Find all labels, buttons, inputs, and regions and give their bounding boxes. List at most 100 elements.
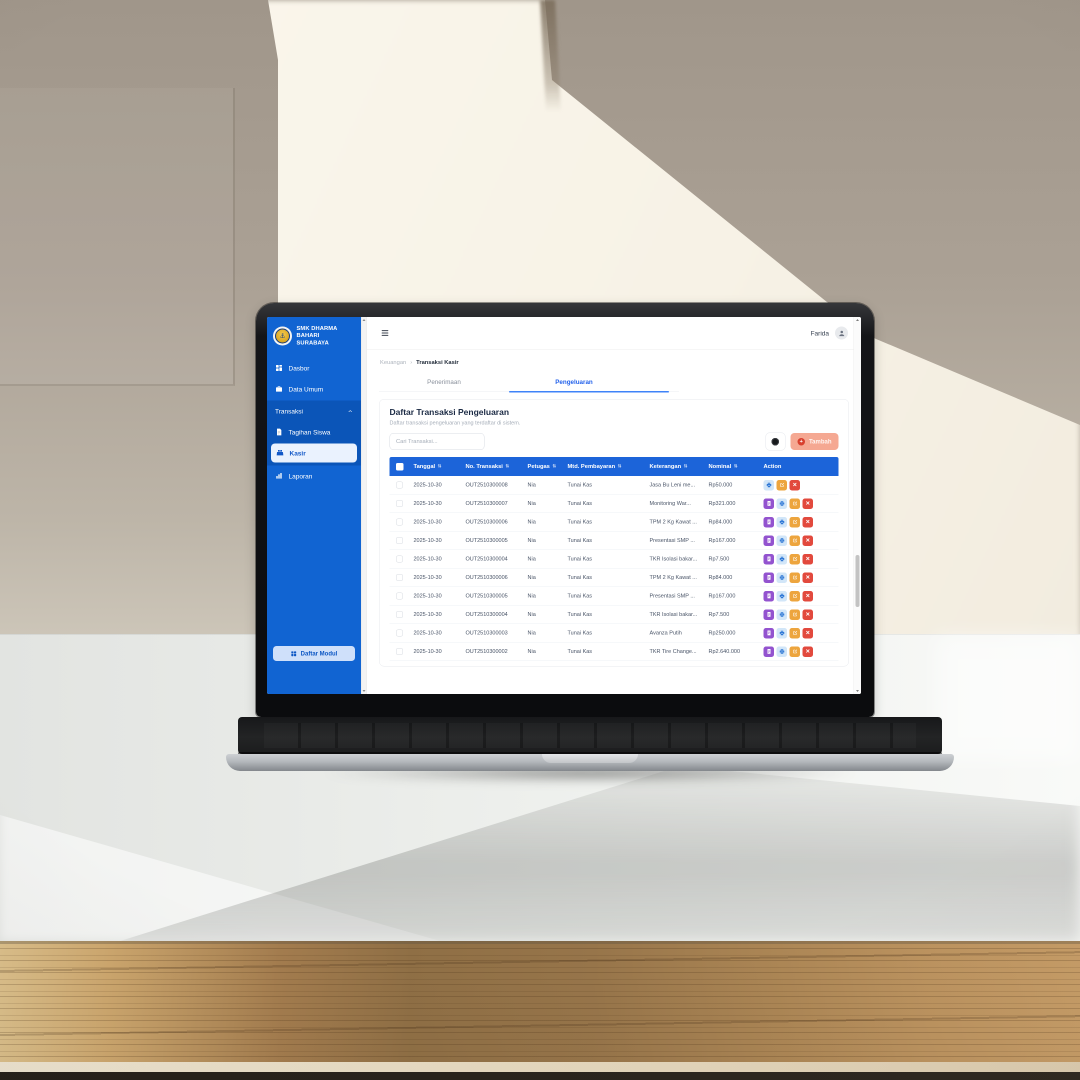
daftar-modul-button[interactable]: Daftar Modul xyxy=(273,646,355,661)
receipt-button[interactable] xyxy=(763,590,774,602)
select-all-checkbox[interactable] xyxy=(395,462,404,471)
page-scrollbar[interactable] xyxy=(853,317,861,694)
tambah-button[interactable]: + Tambah xyxy=(790,433,839,450)
cell-petugas: Nia xyxy=(527,648,536,655)
cell-keterangan: Avanza Putih xyxy=(649,630,682,636)
avatar[interactable] xyxy=(835,326,848,340)
app-logo: ⚓ SMK DHARMA BAHARI SURABAYA xyxy=(267,317,361,351)
scroll-up-icon[interactable] xyxy=(362,319,366,321)
print-button[interactable] xyxy=(776,590,787,602)
delete-button[interactable]: ✕ xyxy=(802,535,813,546)
delete-button[interactable]: ✕ xyxy=(802,646,813,657)
sidebar-item-transaksi[interactable]: Transaksi xyxy=(267,401,361,422)
receipt-button[interactable] xyxy=(763,498,774,509)
page-title: Daftar Transaksi Pengeluaran xyxy=(389,407,510,418)
table-row: 2025-10-30 OUT2510300007 Nia Tunai Kas Monit… xyxy=(389,495,839,513)
column-header-mtd-pembayaran[interactable]: Mtd. Pembayaran ⇅ xyxy=(567,463,622,470)
receipt-button[interactable] xyxy=(763,535,774,546)
print-button[interactable] xyxy=(776,535,787,546)
sidebar-item-tagihan-siswa[interactable]: Tagihan Siswa xyxy=(267,422,361,443)
column-header-tanggal[interactable]: Tanggal ⇅ xyxy=(413,463,442,470)
print-button[interactable] xyxy=(776,498,787,509)
sort-icon[interactable]: ⇅ xyxy=(733,464,738,469)
row-checkbox[interactable] xyxy=(396,648,403,655)
school-logo-icon: ⚓ xyxy=(273,326,292,346)
edit-button[interactable] xyxy=(789,572,800,583)
receipt-button[interactable] xyxy=(763,627,774,639)
row-checkbox[interactable] xyxy=(396,611,403,618)
receipt-button[interactable] xyxy=(763,572,774,583)
scroll-up-icon[interactable] xyxy=(856,319,859,321)
print-button[interactable] xyxy=(776,627,787,639)
scroll-down-icon[interactable] xyxy=(362,690,366,692)
print-button[interactable] xyxy=(776,646,787,657)
scroll-down-icon[interactable] xyxy=(856,690,859,692)
receipt-button[interactable] xyxy=(763,646,774,657)
breadcrumb-separator: › xyxy=(410,359,413,366)
tab-pengeluaran[interactable]: Pengeluaran xyxy=(509,374,669,393)
print-button[interactable] xyxy=(763,479,774,491)
cell-no: OUT2510300008 xyxy=(465,482,508,488)
sort-icon[interactable]: ⇅ xyxy=(505,464,510,469)
cell-metode: Tunai Kas xyxy=(567,630,593,636)
breadcrumb-section[interactable]: Keuangan xyxy=(380,359,407,366)
sort-icon[interactable]: ⇅ xyxy=(437,464,442,469)
row-checkbox[interactable] xyxy=(396,537,403,544)
row-checkbox[interactable] xyxy=(396,592,403,600)
delete-button[interactable]: ✕ xyxy=(802,609,813,620)
print-button[interactable] xyxy=(776,572,787,583)
edit-button[interactable] xyxy=(789,609,800,620)
sidebar-scrollbar[interactable] xyxy=(361,317,367,694)
tab-penerimaan[interactable]: Penerimaan xyxy=(427,378,461,386)
sidebar-item-dasbor[interactable]: Dasbor xyxy=(267,358,361,379)
column-header-keterangan[interactable]: Keterangan ⇅ xyxy=(649,463,688,470)
edit-button[interactable] xyxy=(789,646,800,657)
sidebar-toggle-bars-icon[interactable] xyxy=(380,328,390,338)
receipt-button[interactable] xyxy=(763,609,774,620)
row-checkbox[interactable] xyxy=(396,481,403,489)
briefcase-icon xyxy=(276,386,282,392)
printer-icon xyxy=(779,575,784,580)
row-checkbox[interactable] xyxy=(396,555,403,563)
delete-button[interactable]: ✕ xyxy=(802,572,813,583)
cell-keterangan: TKR Isolasi bakar... xyxy=(649,611,698,618)
edit-button[interactable] xyxy=(789,627,800,639)
sidebar-item-laporan[interactable]: Laporan xyxy=(267,466,361,487)
delete-button[interactable]: ✕ xyxy=(802,553,813,565)
sidebar-item-data-umum[interactable]: Data Umum xyxy=(267,379,361,400)
column-header-petugas[interactable]: Petugas ⇅ xyxy=(527,463,557,470)
delete-button[interactable]: ✕ xyxy=(802,627,813,639)
edit-button[interactable] xyxy=(789,516,800,528)
desk-highlight xyxy=(935,636,1080,761)
delete-button[interactable]: ✕ xyxy=(802,516,813,528)
column-header-no-transaksi[interactable]: No. Transaksi ⇅ xyxy=(465,463,510,470)
sort-icon[interactable]: ⇅ xyxy=(617,464,622,469)
user-menu[interactable]: Farida xyxy=(811,326,848,340)
search-input[interactable] xyxy=(389,433,485,450)
column-header-nominal[interactable]: Nominal ⇅ xyxy=(708,463,738,470)
print-button[interactable] xyxy=(776,553,787,565)
delete-button[interactable]: ✕ xyxy=(789,479,800,491)
row-checkbox[interactable] xyxy=(396,629,403,637)
row-checkbox[interactable] xyxy=(396,518,403,526)
edit-button[interactable] xyxy=(789,590,800,602)
edit-button[interactable] xyxy=(789,498,800,509)
row-actions: ✕ xyxy=(760,590,830,602)
delete-button[interactable]: ✕ xyxy=(802,498,813,509)
print-button[interactable] xyxy=(776,516,787,528)
sidebar-item-kasir[interactable]: Kasir xyxy=(271,443,357,463)
edit-button[interactable] xyxy=(776,479,787,491)
delete-button[interactable]: ✕ xyxy=(802,590,813,602)
row-checkbox[interactable] xyxy=(396,574,403,581)
edit-button[interactable] xyxy=(789,535,800,546)
receipt-button[interactable] xyxy=(763,553,774,565)
printer-icon xyxy=(779,630,784,636)
visibility-toggle-button[interactable] xyxy=(765,432,786,451)
receipt-button[interactable] xyxy=(763,516,774,528)
sort-icon[interactable]: ⇅ xyxy=(683,464,688,469)
scrollbar-thumb[interactable] xyxy=(855,555,860,607)
print-button[interactable] xyxy=(776,609,787,620)
sort-icon[interactable]: ⇅ xyxy=(552,464,557,469)
row-checkbox[interactable] xyxy=(396,500,403,507)
edit-button[interactable] xyxy=(789,553,800,565)
